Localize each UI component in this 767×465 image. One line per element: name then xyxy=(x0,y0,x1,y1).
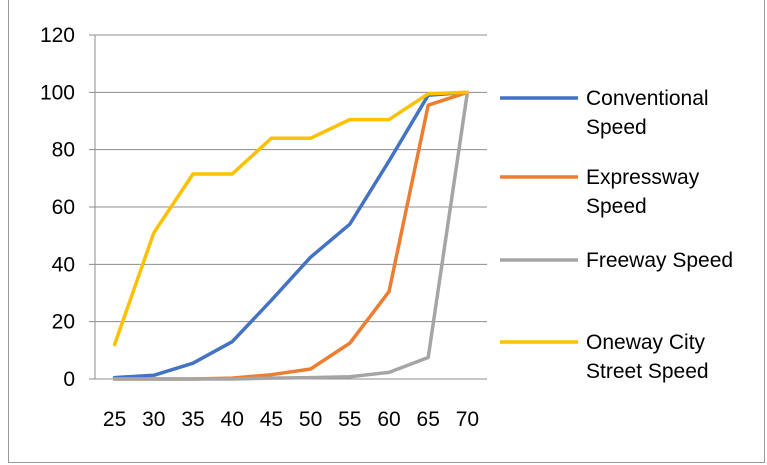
chart-frame xyxy=(8,0,765,463)
series-line-conventional-speed xyxy=(112,90,470,380)
x-tick-label: 45 xyxy=(260,408,283,431)
y-tick-label: 60 xyxy=(52,196,75,219)
series-line-oneway-city-street-speed xyxy=(112,90,470,347)
x-tick-label: 30 xyxy=(142,408,165,431)
series-lines xyxy=(112,90,470,381)
y-tick-label: 80 xyxy=(52,139,75,162)
legend-label-expressway-speed: Speed xyxy=(586,195,647,218)
legend-label-oneway-city-street-speed: Oneway City xyxy=(586,331,706,354)
x-tick-label: 50 xyxy=(299,408,322,431)
x-tick-label: 65 xyxy=(417,408,440,431)
y-axis-tick-labels: 0 20 40 60 80 100 120 xyxy=(40,24,75,391)
legend-label-conventional-speed: Conventional xyxy=(586,87,709,110)
series-line-freeway-speed xyxy=(112,90,470,381)
x-tick-label: 40 xyxy=(221,408,244,431)
x-tick-label: 35 xyxy=(181,408,204,431)
y-tick-label: 120 xyxy=(40,24,75,47)
legend-label-expressway-speed: Expressway xyxy=(586,166,700,189)
legend: Conventional Speed Expressway Speed Freeway … xyxy=(500,87,733,383)
legend-label-conventional-speed: Speed xyxy=(586,116,647,139)
x-axis-tick-labels: 25 30 35 40 45 50 55 60 65 70 xyxy=(103,408,479,431)
x-tick-label: 60 xyxy=(377,408,400,431)
legend-label-freeway-speed: Freeway Speed xyxy=(586,249,733,272)
x-tick-label: 55 xyxy=(338,408,361,431)
series-line-expressway-speed xyxy=(112,90,470,381)
gridlines xyxy=(89,34,487,323)
legend-label-oneway-city-street-speed: Street Speed xyxy=(586,360,709,383)
x-tick-label: 70 xyxy=(456,408,479,431)
y-tick-label: 40 xyxy=(52,253,75,276)
x-tick-label: 25 xyxy=(103,408,126,431)
y-tick-label: 20 xyxy=(52,311,75,334)
y-tick-label: 100 xyxy=(40,81,75,104)
y-tick-label: 0 xyxy=(63,368,75,391)
